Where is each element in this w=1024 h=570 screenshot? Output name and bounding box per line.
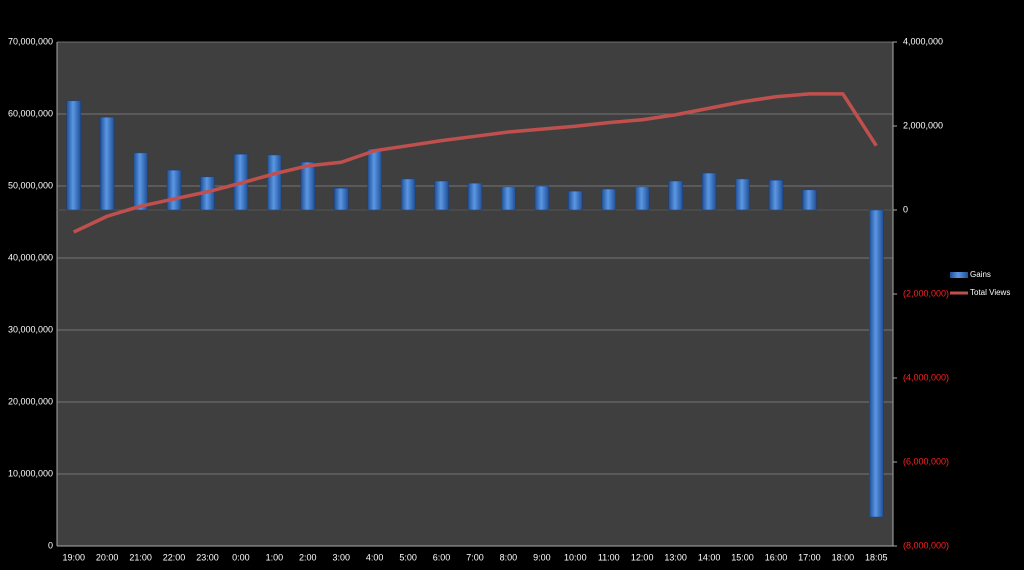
bar [300,161,316,211]
x-tick-label: 13:00 [664,552,687,562]
bar [133,152,148,211]
y-tick-label: 0 [48,540,53,550]
bar [267,154,282,211]
legend-swatch [950,272,968,278]
bar [467,182,483,211]
x-tick-label: 16:00 [765,552,788,562]
y2-tick-label: 4,000,000 [903,36,943,46]
y-tick-label: 20,000,000 [8,396,53,406]
x-tick-label: 7:00 [466,552,484,562]
bar [434,180,449,211]
y-tick-label: 60,000,000 [8,108,53,118]
y-tick-label: 70,000,000 [8,36,53,46]
bar [66,100,81,211]
x-tick-label: 19:00 [62,552,85,562]
y2-tick-label: (8,000,000) [903,540,949,550]
bar [400,178,416,211]
y2-tick-label: (4,000,000) [903,372,949,382]
y2-tick-label: 2,000,000 [903,120,943,130]
x-tick-label: 6:00 [433,552,451,562]
bar [534,185,550,211]
x-tick-label: 9:00 [533,552,551,562]
bar [166,169,182,211]
bar [701,172,717,211]
bar [634,186,650,211]
bar [333,187,349,211]
bar [501,186,516,211]
y-tick-label: 40,000,000 [8,252,53,262]
y-tick-label: 30,000,000 [8,324,53,334]
x-tick-label: 14:00 [698,552,721,562]
bar [668,180,683,211]
x-tick-label: 8:00 [500,552,518,562]
x-tick-label: 3:00 [332,552,350,562]
bar [568,190,583,211]
bar [99,116,115,211]
x-tick-label: 21:00 [129,552,152,562]
bar [768,179,784,211]
bar [735,178,750,211]
x-tick-label: 12:00 [631,552,654,562]
y2-tick-label: 0 [903,204,908,214]
bar [869,209,884,518]
x-tick-label: 15:00 [731,552,754,562]
y2-tick-label: (6,000,000) [903,456,949,466]
x-tick-label: 0:00 [232,552,250,562]
x-tick-label: 23:00 [196,552,219,562]
plot-area [57,42,893,546]
x-tick-label: 10:00 [564,552,587,562]
x-tick-label: 22:00 [163,552,186,562]
line [72,92,878,234]
x-tick-label: 18:00 [832,552,855,562]
x-tick-label: 5:00 [399,552,417,562]
legend-label: Gains [970,270,991,279]
bar [601,188,617,211]
x-tick-label: 20:00 [96,552,119,562]
legend-label: Total Views [970,288,1010,297]
y-tick-label: 50,000,000 [8,180,53,190]
y-tick-label: 10,000,000 [8,468,53,478]
bar [367,148,382,211]
x-tick-label: 11:00 [598,552,620,562]
y2-tick-label: (2,000,000) [903,288,949,298]
x-tick-label: 1:00 [266,552,284,562]
x-tick-label: 17:00 [798,552,821,562]
x-tick-label: 18:05 [865,552,888,562]
x-tick-label: 2:00 [299,552,317,562]
bar [802,189,817,211]
x-tick-label: 4:00 [366,552,384,562]
